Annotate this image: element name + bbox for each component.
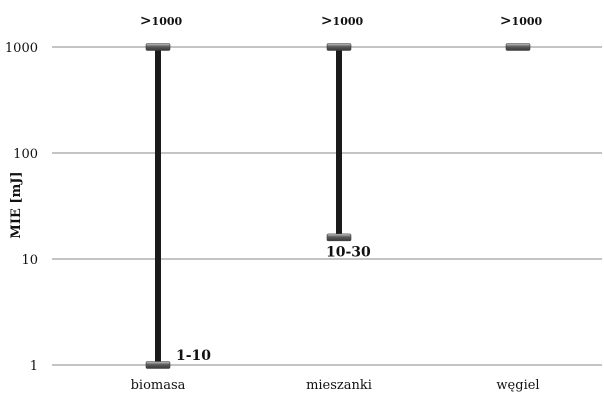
low-value-label: 10-30 bbox=[326, 244, 371, 260]
low-marker bbox=[145, 361, 171, 369]
low-marker bbox=[326, 233, 352, 242]
low-value-label: 1-10 bbox=[176, 348, 211, 364]
gridlines bbox=[52, 46, 602, 366]
y-axis-label: MIE [mJ] bbox=[9, 171, 24, 238]
high-label-value: 1000 bbox=[333, 15, 364, 28]
y-axis-ticks: 1 10 100 1000 bbox=[5, 41, 38, 374]
y-tick-label: 1 bbox=[30, 359, 38, 374]
high-label-prefix: > bbox=[321, 13, 333, 29]
high-label-prefix: > bbox=[140, 13, 152, 29]
high-value-label: >1000 bbox=[140, 13, 183, 29]
x-tick-label: węgiel bbox=[496, 378, 539, 393]
range-series bbox=[145, 43, 531, 369]
annotations: >1000 1-10 >1000 10-30 >1000 bbox=[140, 13, 543, 364]
y-tick-label: 1000 bbox=[5, 41, 38, 56]
high-label-value: 1000 bbox=[152, 15, 183, 28]
high-marker bbox=[145, 43, 171, 51]
high-marker bbox=[505, 43, 531, 51]
high-marker bbox=[326, 43, 352, 51]
high-value-label: >1000 bbox=[500, 13, 543, 29]
high-label-prefix: > bbox=[500, 13, 512, 29]
x-tick-label: biomasa bbox=[131, 378, 186, 393]
x-axis-ticks: biomasa mieszanki węgiel bbox=[131, 378, 540, 393]
high-label-value: 1000 bbox=[512, 15, 543, 28]
x-tick-label: mieszanki bbox=[306, 378, 372, 393]
high-value-label: >1000 bbox=[321, 13, 364, 29]
y-tick-label: 100 bbox=[13, 147, 38, 162]
y-tick-label: 10 bbox=[21, 253, 38, 268]
